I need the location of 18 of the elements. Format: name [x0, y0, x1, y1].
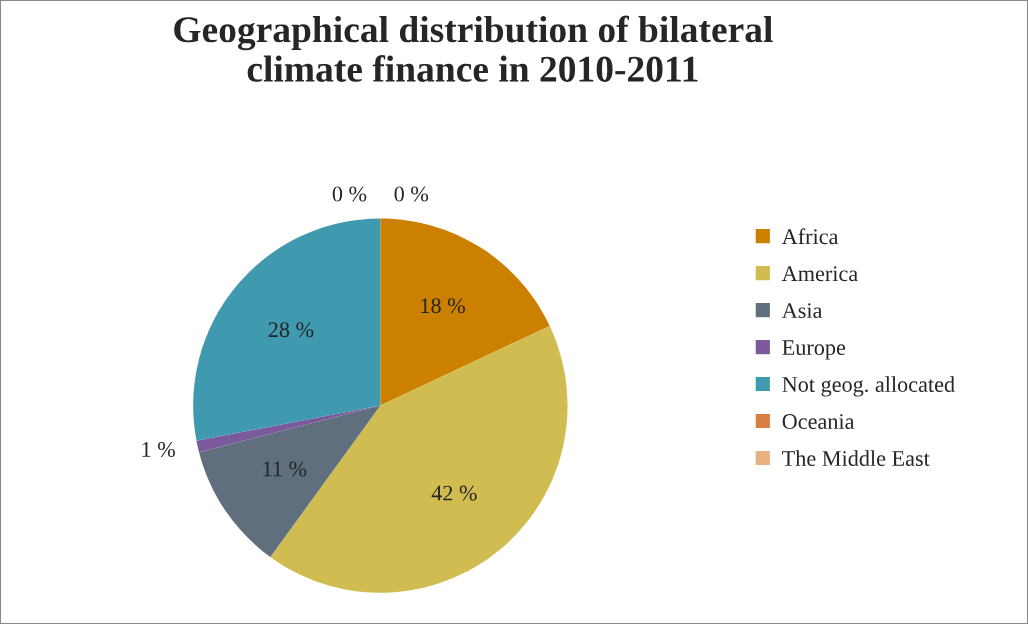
data-label: 18 %: [421, 298, 465, 314]
data-label: 11 %: [263, 461, 307, 477]
legend-label: Europe: [782, 340, 846, 360]
data-label: 1 %: [142, 441, 175, 457]
legend-label: Asia: [781, 303, 823, 319]
legend-label: America: [781, 266, 858, 282]
legend-label: Africa: [781, 228, 839, 245]
pie-slice: [380, 218, 550, 406]
data-label: 28 %: [268, 322, 314, 338]
legend-label: Oceania: [782, 414, 855, 430]
chart-title: Geographical distribution of bilateral climate finance in 2010-2011: [174, 15, 773, 82]
text: 0 %: [332, 186, 367, 202]
data-label: 42 %: [431, 485, 477, 501]
pie-slice: [193, 218, 381, 441]
text: 0 %: [394, 186, 429, 202]
pie-slice: [199, 405, 381, 558]
legend-label: Not geog. allocated: [782, 376, 955, 397]
legend-label: The Middle East: [782, 450, 930, 466]
